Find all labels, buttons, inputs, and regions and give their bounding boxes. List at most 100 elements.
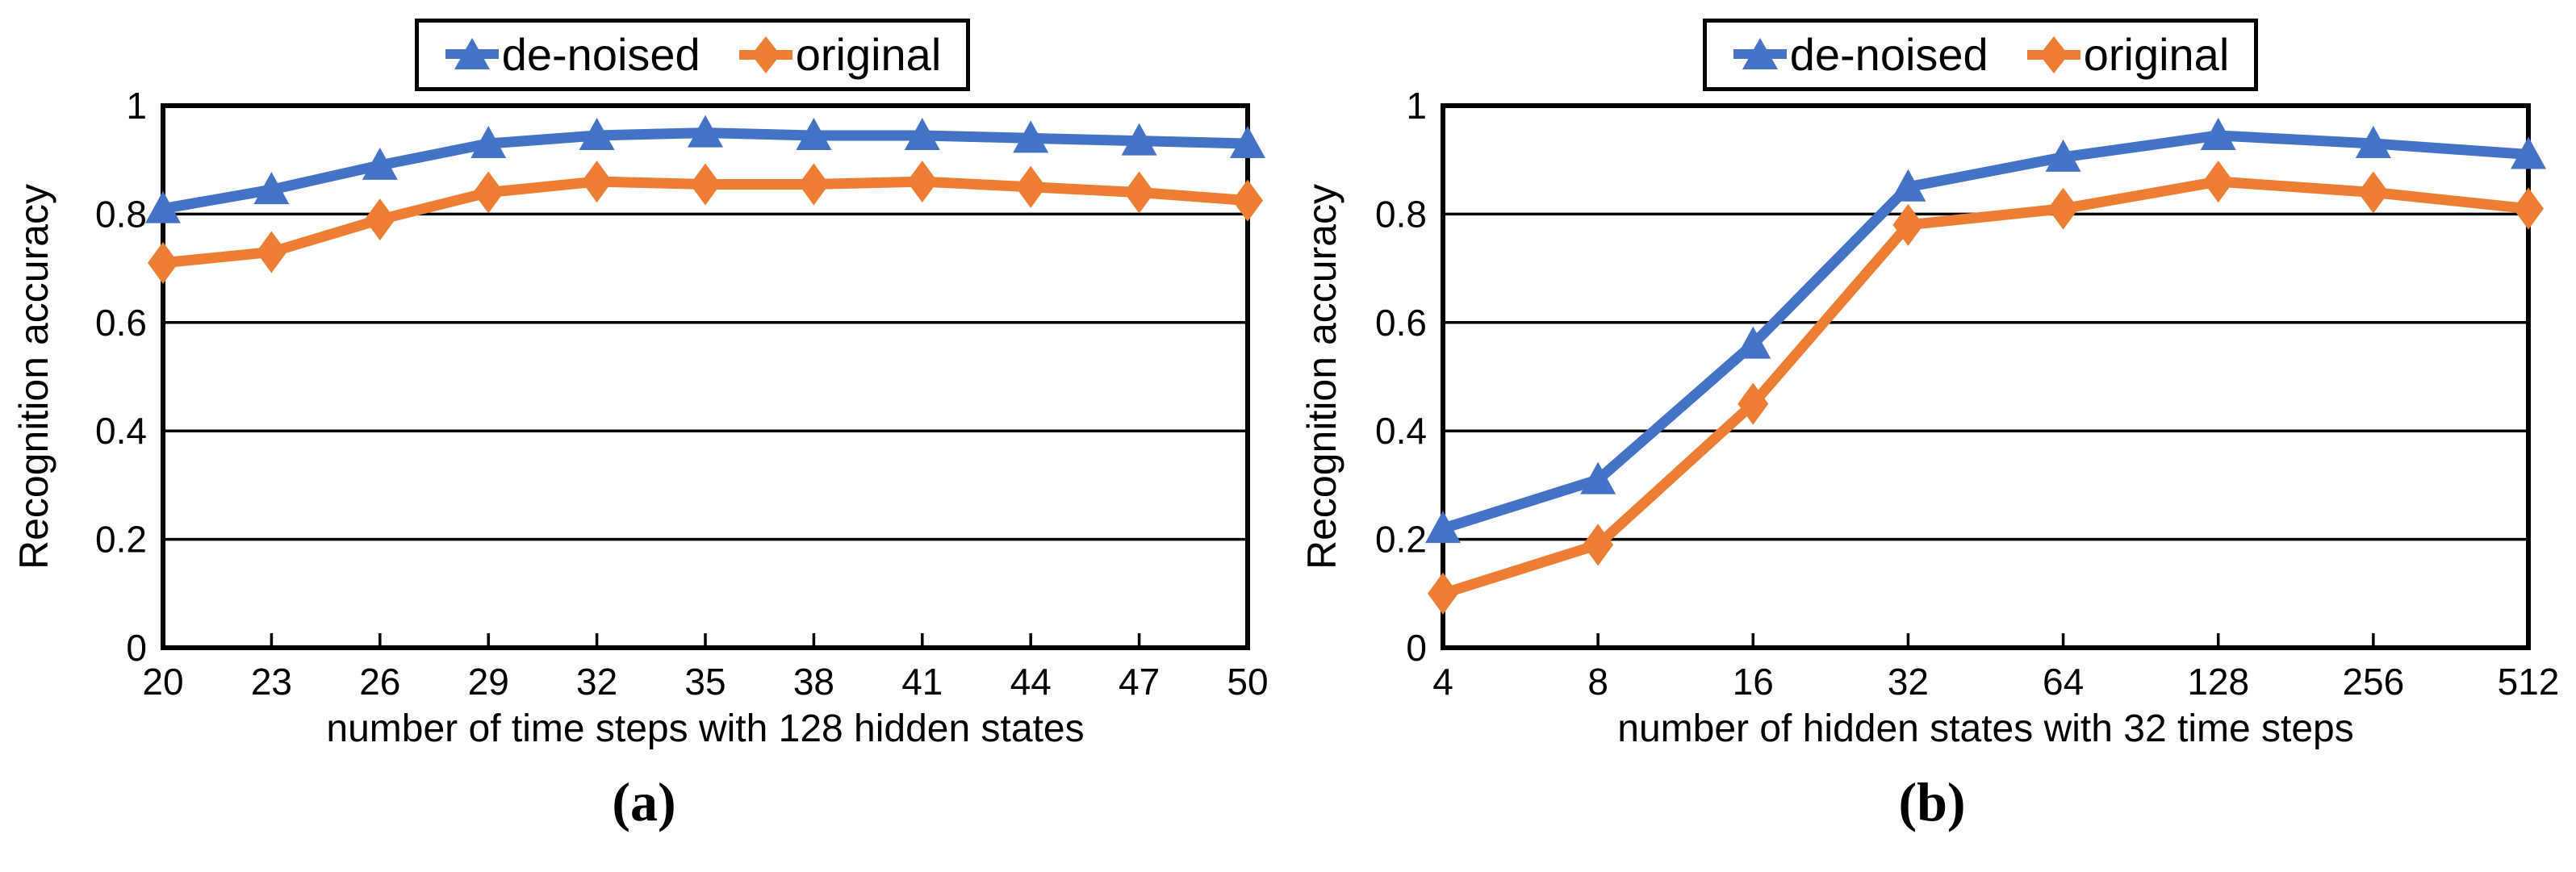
- y-tick-label: 0.6: [95, 302, 147, 344]
- x-tick-label: 512: [2498, 661, 2560, 703]
- x-tick-label: 16: [1733, 661, 1774, 703]
- marker-original: [690, 163, 721, 206]
- x-tick-label: 32: [1888, 661, 1929, 703]
- marker-de-noised: [1580, 461, 1616, 494]
- marker-de-noised: [688, 115, 723, 148]
- marker-original: [2202, 161, 2234, 203]
- marker-de-noised: [796, 117, 832, 150]
- marker-original: [256, 231, 287, 273]
- series-line-de-noised: [1437, 130, 2534, 534]
- marker-de-noised: [2511, 136, 2546, 169]
- marker-de-noised: [904, 117, 940, 150]
- caption-a: (a): [612, 771, 676, 832]
- plot-area-b: 0 0.2 0.4 0.6 0.8 1 4 8 16 32 64 128 256 512: [1375, 85, 2559, 703]
- marker-de-noised: [1735, 326, 1771, 359]
- marker-de-noised: [1230, 126, 1265, 159]
- marker-de-noised: [2045, 139, 2081, 172]
- original-line-diamond-icon: [738, 36, 792, 73]
- marker-de-noised: [1121, 123, 1157, 156]
- marker-de-noised: [1890, 169, 1926, 202]
- y-tick-label: 0: [1406, 627, 1427, 669]
- plot-border: [161, 103, 1250, 650]
- y-tick-label: 0.4: [95, 410, 147, 452]
- chart-svg: 0 0.2 0.4 0.6 0.8 1 4 8 16 32 64 128 256 512: [1375, 85, 2559, 703]
- marker-original: [1232, 179, 1263, 222]
- marker-original: [798, 163, 830, 206]
- marker-original: [2513, 187, 2544, 230]
- chart-svg: 0 0.2 0.4 0.6 0.8 1 20 23 26 29 32 35 38 41 44 47 50: [95, 85, 1269, 703]
- marker-de-noised: [579, 117, 615, 150]
- x-axis-title-b: number of hidden states with 32 time ste…: [1617, 707, 2354, 750]
- marker-de-noised: [1425, 511, 1461, 544]
- y-tick-label: 0.8: [1375, 193, 1427, 235]
- marker-original: [1428, 572, 1458, 615]
- legend-item-original: original: [738, 29, 942, 80]
- legend-label-denoised: de-noised: [501, 29, 700, 80]
- chart-panel-a: de-noised original Recognition accuracy …: [11, 19, 1269, 832]
- legend-label-original: original: [795, 29, 942, 80]
- marker-de-noised: [470, 126, 507, 159]
- y-tick-label: 0.2: [1375, 519, 1427, 561]
- x-tick-label: 256: [2342, 661, 2404, 703]
- y-tick-label: 1: [126, 85, 147, 127]
- x-tick-label: 20: [142, 661, 183, 703]
- x-tick-label: 44: [1010, 661, 1052, 703]
- marker-original: [2357, 171, 2389, 214]
- marker-de-noised: [1013, 120, 1049, 153]
- marker-original: [906, 161, 938, 203]
- marker-original: [364, 198, 395, 241]
- marker-original: [1892, 203, 1924, 246]
- legend-item-original: original: [2026, 29, 2230, 80]
- legend-item-denoised: de-noised: [1732, 32, 1988, 77]
- denoised-line-triangle-icon: [1733, 38, 1787, 69]
- marker-de-noised: [2355, 126, 2391, 159]
- x-tick-label: 41: [901, 661, 943, 703]
- marker-original: [2047, 187, 2079, 230]
- original-line-diamond-icon: [2026, 36, 2080, 73]
- y-tick-label: 0.2: [95, 519, 147, 561]
- x-tick-label: 50: [1227, 661, 1268, 703]
- marker-original: [148, 241, 178, 284]
- y-tick-label: 0.8: [95, 193, 147, 235]
- x-tick-label: 8: [1587, 661, 1608, 703]
- plot-border: [1441, 103, 2531, 650]
- marker-de-noised: [145, 190, 181, 223]
- legend-b: de-noised original: [1703, 19, 2258, 91]
- marker-original: [473, 171, 504, 214]
- legend-a: de-noised original: [415, 19, 970, 91]
- legend-item-denoised: de-noised: [444, 32, 700, 77]
- marker-de-noised: [2200, 117, 2236, 150]
- x-tick-label: 23: [251, 661, 292, 703]
- marker-original: [1738, 382, 1769, 425]
- series-line-original: [1437, 176, 2534, 599]
- x-tick-label: 64: [2043, 661, 2084, 703]
- x-axis-title-a: number of time steps with 128 hidden sta…: [326, 707, 1085, 750]
- marker-de-noised: [362, 147, 398, 180]
- chart-panel-b: de-noised original Recognition accuracy …: [1288, 0, 2576, 872]
- caption-b: (b): [1898, 771, 1966, 832]
- marker-original: [581, 161, 613, 203]
- x-tick-label: 4: [1432, 661, 1453, 703]
- y-tick-label: 0.6: [1375, 302, 1427, 344]
- legend-label-denoised: de-noised: [1789, 29, 1988, 80]
- denoised-line-triangle-icon: [445, 38, 499, 69]
- y-tick-label: 1: [1406, 85, 1427, 127]
- plot-area-a: 0 0.2 0.4 0.6 0.8 1 20 23 26 29 32 35 38 41 44 47 50: [95, 85, 1269, 703]
- y-axis-title-a: Recognition accuracy: [11, 183, 56, 570]
- x-tick-label: 26: [359, 661, 400, 703]
- x-tick-label: 35: [684, 661, 726, 703]
- marker-original: [1015, 165, 1047, 208]
- x-tick-label: 47: [1119, 661, 1160, 703]
- marker-de-noised: [253, 172, 290, 205]
- y-tick-label: 0: [126, 627, 147, 669]
- x-tick-label: 32: [576, 661, 617, 703]
- y-axis-title-b: Recognition accuracy: [1299, 183, 1344, 570]
- x-tick-label: 128: [2187, 661, 2249, 703]
- x-tick-label: 29: [468, 661, 509, 703]
- marker-original: [1123, 171, 1155, 214]
- y-tick-label: 0.4: [1375, 410, 1427, 452]
- x-tick-label: 38: [793, 661, 834, 703]
- marker-original: [1583, 524, 1614, 566]
- legend-label-original: original: [2083, 29, 2230, 80]
